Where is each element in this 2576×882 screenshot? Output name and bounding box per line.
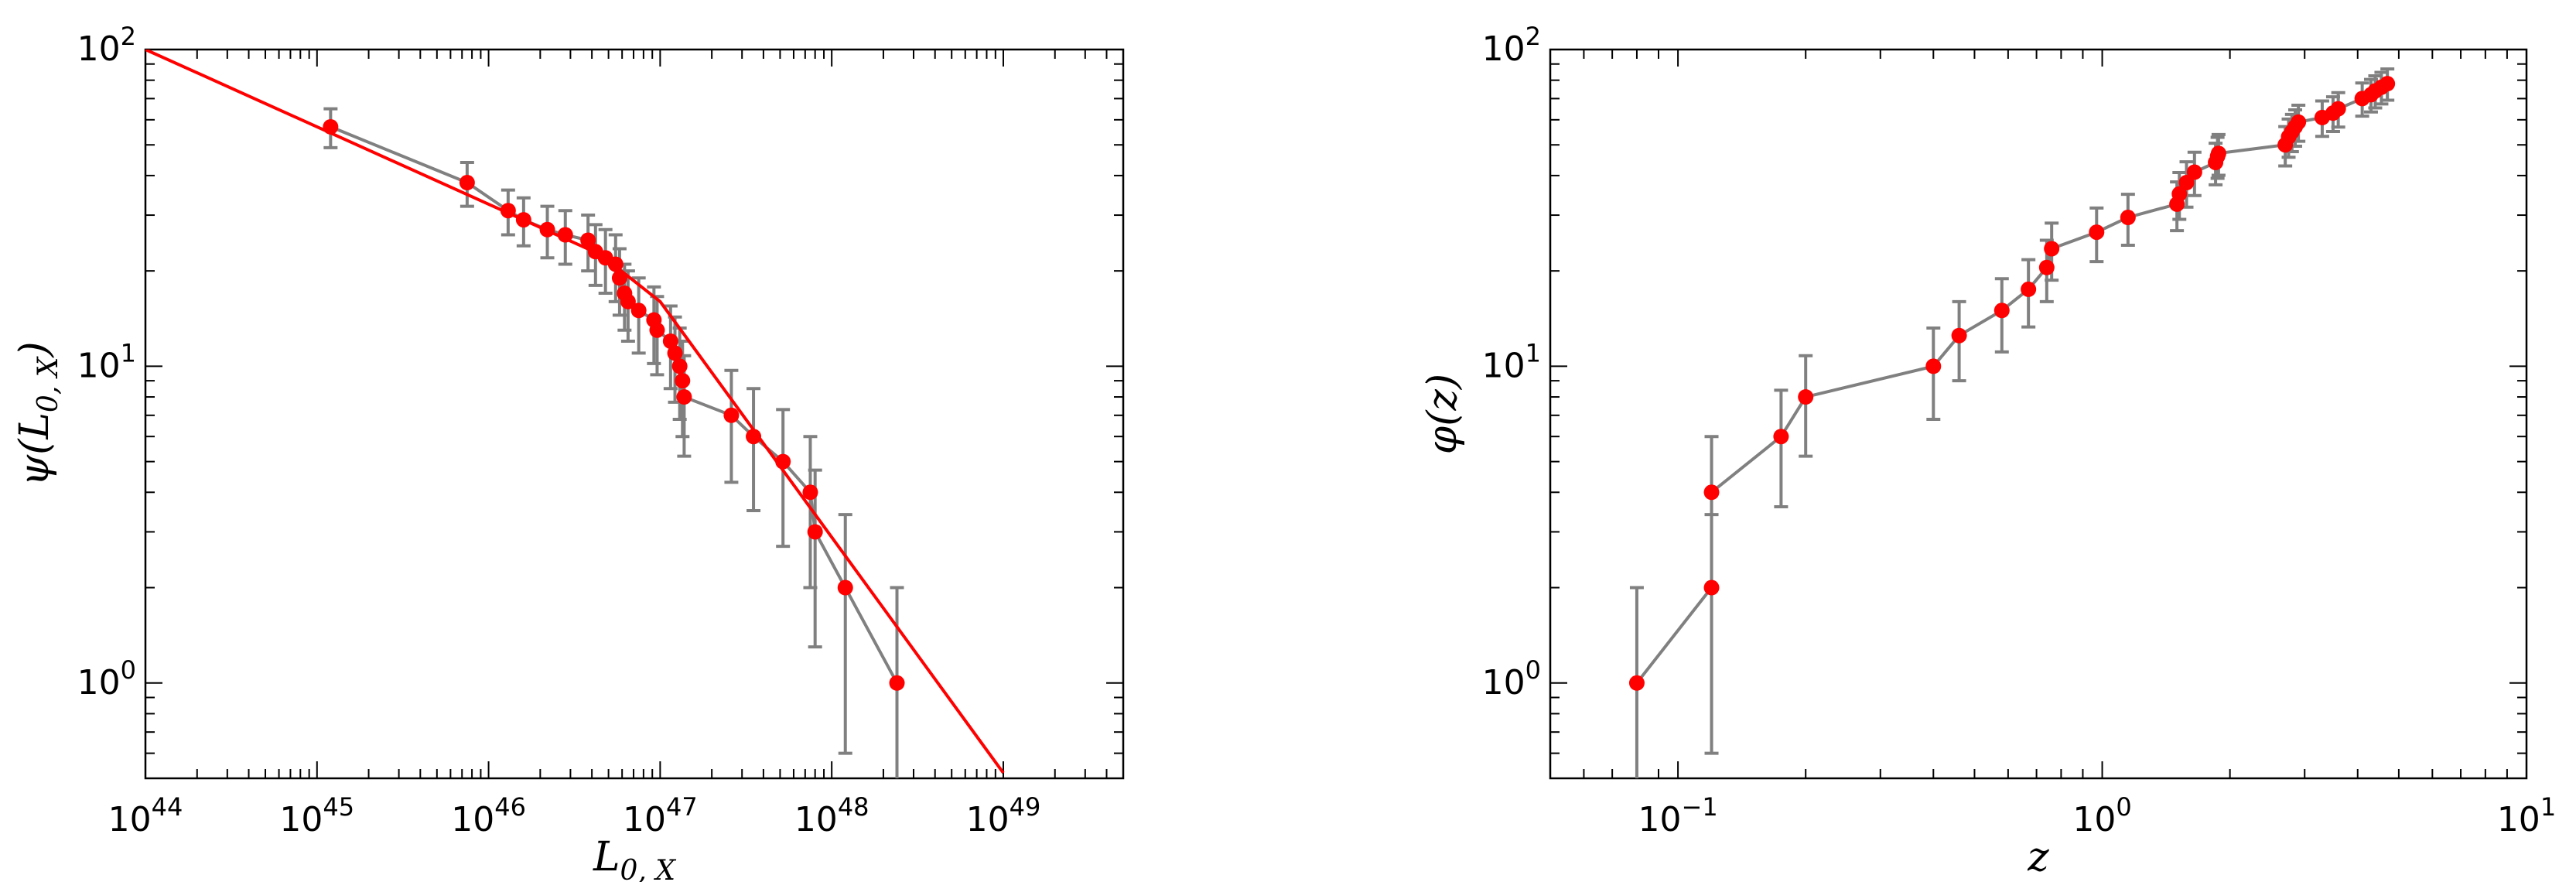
x-tick-label: 1044 [108,792,183,839]
data-point [620,293,636,309]
x-tick-label: 1049 [966,792,1041,839]
left-plot-frame [144,48,1125,780]
data-point [630,303,647,319]
left-y-axis-label: ψ(L0, X) [12,341,64,486]
data-point [539,221,555,238]
data-point [723,407,740,423]
x-tick-label: 101 [2497,792,2556,839]
data-point [1993,303,2010,319]
data-point [2291,114,2307,130]
data-point [2044,241,2060,257]
data-point [676,389,692,405]
data-point [2178,175,2195,191]
right-plot-frame [1549,48,2528,780]
data-point [775,453,791,470]
data-point [1951,327,1967,344]
x-tick-label: 1048 [794,792,869,839]
data-point [671,358,688,374]
data-point [557,227,573,243]
data-point [649,322,665,338]
x-tick-label: 100 [2072,792,2131,839]
data-point [2330,101,2346,117]
data-point [2186,164,2202,180]
data-point [1925,358,1942,374]
data-point [675,373,691,389]
left-x-axis-label: L0, X [593,834,676,882]
data-point [1773,429,1789,445]
data-point [515,212,531,228]
right-data-points [1628,76,2396,691]
data-point [2038,259,2055,275]
data-point [667,345,683,361]
y-tick-label: 102 [1482,22,1541,69]
data-point [746,429,762,445]
data-point [580,232,596,248]
data-point [837,579,853,596]
y-tick-label: 100 [77,655,136,703]
right-y-axis-label: φ(z) [1420,374,1466,454]
right-x-axis-label: z [2027,834,2049,880]
data-point [2120,210,2136,226]
y-tick-label: 102 [77,22,136,69]
data-point [2171,186,2188,202]
data-point [889,675,905,691]
data-point [1628,675,1645,691]
data-point [1703,484,1720,501]
x-tick-label: 1047 [623,792,698,839]
y-tick-label: 101 [1482,338,1541,385]
data-point [1798,389,1814,405]
x-tick-label: 10−1 [1638,792,1718,839]
data-point [500,203,516,219]
data-point [323,118,339,135]
data-point [2089,224,2105,241]
data-point [662,333,678,349]
y-tick-label: 100 [1482,655,1541,703]
left-data-points [323,118,905,691]
right-chart: 10−1 100 101 100 101 102 z φ(z) [1420,22,2556,880]
y-tick-label: 101 [77,338,136,385]
right-tick-labels: 10−1 100 101 100 101 102 [1482,22,2557,839]
left-fit-line [145,50,1005,774]
data-point [2380,76,2396,92]
x-tick-label: 1045 [279,792,354,839]
data-point [2021,281,2037,297]
data-point [607,256,624,272]
left-tick-labels: 1044 1045 1046 1047 1048 1049 100 101 102 [77,22,1041,839]
data-point [807,524,823,540]
data-point [611,270,627,286]
left-axis-ticks [145,49,1124,779]
data-point [1703,579,1720,596]
x-tick-label: 1046 [451,792,526,839]
data-point [459,175,475,191]
data-point [2210,145,2226,162]
data-point [802,484,818,501]
